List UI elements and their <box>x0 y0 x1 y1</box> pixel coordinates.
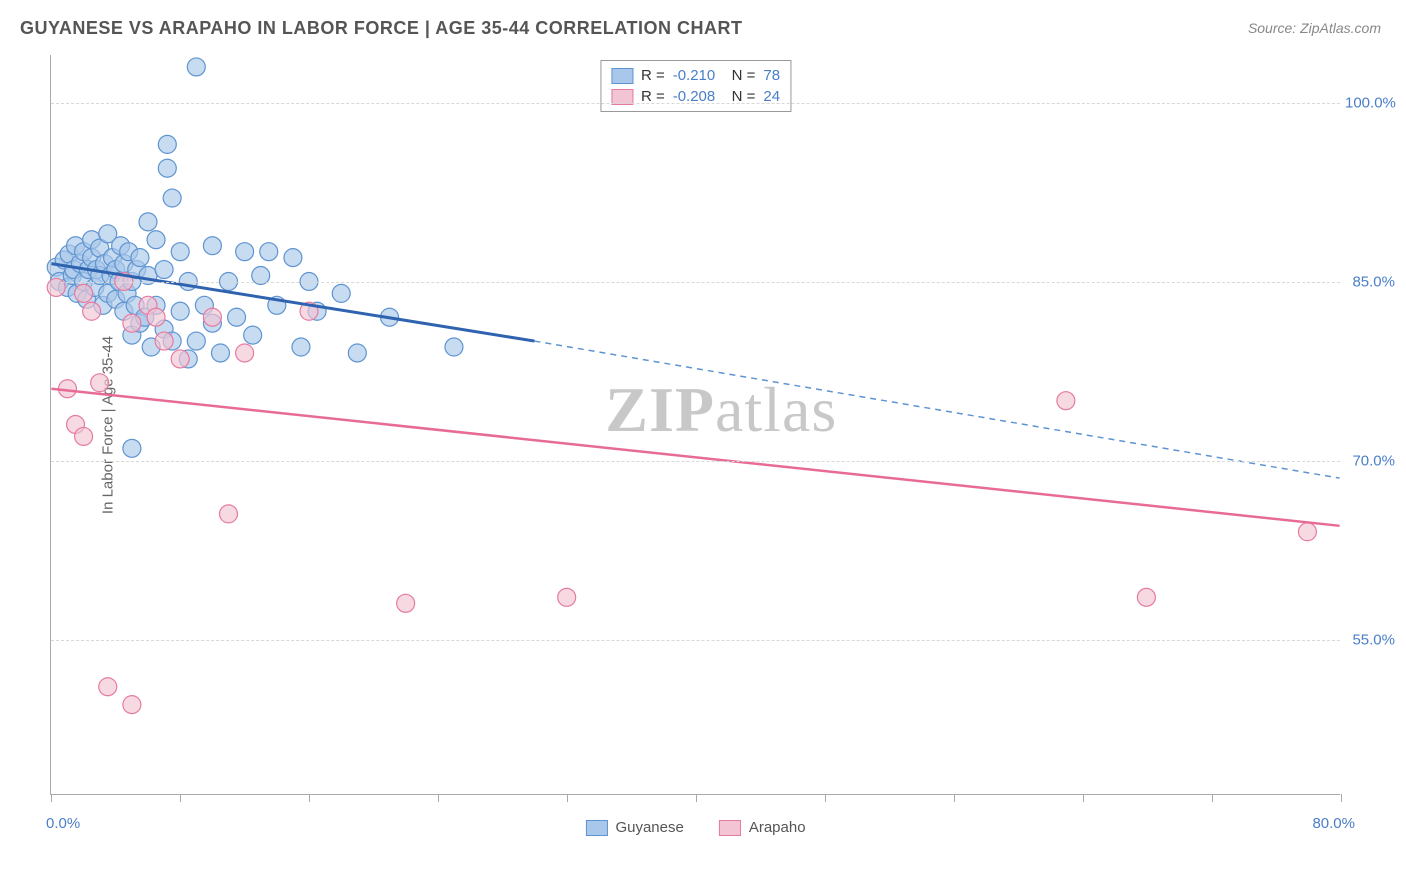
data-point <box>147 231 165 249</box>
data-point <box>1137 588 1155 606</box>
data-point <box>155 332 173 350</box>
gridline-h <box>51 282 1340 283</box>
x-axis-max-label: 80.0% <box>1312 815 1355 832</box>
series-legend-label-0: Guyanese <box>615 819 683 836</box>
chart-svg <box>51 55 1340 794</box>
x-tick <box>1083 794 1084 802</box>
y-tick-label: 70.0% <box>1345 452 1395 469</box>
gridline-h <box>51 640 1340 641</box>
y-tick-label: 100.0% <box>1345 94 1395 111</box>
data-point <box>155 261 173 279</box>
data-point <box>123 696 141 714</box>
series-legend: Guyanese Arapaho <box>585 819 805 836</box>
data-point <box>147 308 165 326</box>
x-tick <box>825 794 826 802</box>
legend-row-0: R = -0.210 N = 78 <box>611 65 780 86</box>
x-axis-min-label: 0.0% <box>46 815 80 832</box>
data-point <box>123 314 141 332</box>
data-point <box>139 213 157 231</box>
trend-line-dashed <box>534 341 1339 478</box>
correlation-legend: R = -0.210 N = 78 R = -0.208 N = 24 <box>600 60 791 112</box>
data-point <box>260 243 278 261</box>
series-legend-swatch-1 <box>719 820 741 836</box>
data-point <box>187 332 205 350</box>
legend-n-val-0: 78 <box>763 67 780 84</box>
data-point <box>348 344 366 362</box>
data-point <box>236 243 254 261</box>
data-point <box>158 159 176 177</box>
gridline-h <box>51 103 1340 104</box>
data-point <box>292 338 310 356</box>
data-point <box>171 302 189 320</box>
gridline-h <box>51 461 1340 462</box>
data-point <box>332 284 350 302</box>
x-tick <box>567 794 568 802</box>
data-point <box>187 58 205 76</box>
data-point <box>228 308 246 326</box>
data-point <box>158 135 176 153</box>
series-legend-label-1: Arapaho <box>749 819 806 836</box>
data-point <box>220 505 238 523</box>
data-point <box>83 302 101 320</box>
source-label: Source: ZipAtlas.com <box>1248 20 1381 36</box>
x-tick <box>180 794 181 802</box>
data-point <box>203 308 221 326</box>
x-tick <box>51 794 52 802</box>
data-point <box>203 237 221 255</box>
legend-r-label-0: R = <box>641 67 665 84</box>
legend-row-1: R = -0.208 N = 24 <box>611 86 780 107</box>
data-point <box>558 588 576 606</box>
data-point <box>123 439 141 457</box>
x-tick <box>1341 794 1342 802</box>
data-point <box>171 243 189 261</box>
plot-area: In Labor Force | Age 35-44 ZIPatlas R = … <box>50 55 1340 795</box>
trend-line <box>51 389 1339 526</box>
data-point <box>75 427 93 445</box>
data-point <box>163 189 181 207</box>
data-point <box>171 350 189 368</box>
data-point <box>397 594 415 612</box>
legend-n-label-0: N = <box>723 67 755 84</box>
data-point <box>236 344 254 362</box>
x-tick <box>954 794 955 802</box>
legend-r-val-0: -0.210 <box>673 67 716 84</box>
data-point <box>99 678 117 696</box>
series-legend-item-1: Arapaho <box>719 819 806 836</box>
data-point <box>284 249 302 267</box>
data-point <box>1057 392 1075 410</box>
x-tick <box>1212 794 1213 802</box>
data-point <box>445 338 463 356</box>
x-tick <box>309 794 310 802</box>
y-tick-label: 85.0% <box>1345 273 1395 290</box>
data-point <box>91 374 109 392</box>
data-point <box>1298 523 1316 541</box>
y-tick-label: 55.0% <box>1345 631 1395 648</box>
data-point <box>75 284 93 302</box>
x-tick <box>696 794 697 802</box>
data-point <box>244 326 262 344</box>
x-tick <box>438 794 439 802</box>
legend-swatch-0 <box>611 68 633 84</box>
series-legend-swatch-0 <box>585 820 607 836</box>
chart-container: GUYANESE VS ARAPAHO IN LABOR FORCE | AGE… <box>0 0 1406 892</box>
data-point <box>131 249 149 267</box>
data-point <box>211 344 229 362</box>
series-legend-item-0: Guyanese <box>585 819 683 836</box>
chart-title: GUYANESE VS ARAPAHO IN LABOR FORCE | AGE… <box>20 18 742 39</box>
